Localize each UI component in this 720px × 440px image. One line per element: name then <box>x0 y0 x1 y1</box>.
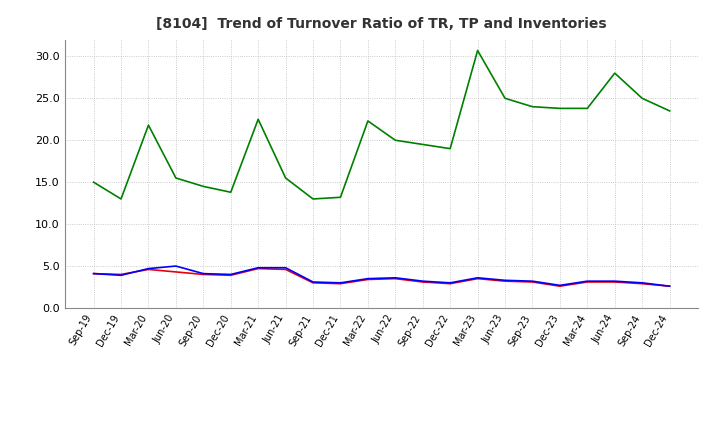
Trade Payables <box>171 264 180 269</box>
Line: Trade Receivables: Trade Receivables <box>94 268 670 286</box>
Trade Receivables <box>226 273 235 278</box>
Trade Payables <box>226 272 235 277</box>
Trade Receivables <box>446 281 454 286</box>
Inventories <box>309 196 318 202</box>
Inventories <box>199 184 207 189</box>
Trade Receivables <box>528 279 537 285</box>
Inventories <box>171 176 180 181</box>
Trade Payables <box>391 275 400 280</box>
Trade Payables <box>446 280 454 286</box>
Trade Receivables <box>583 279 592 285</box>
Inventories <box>336 194 345 200</box>
Trade Payables <box>665 283 674 289</box>
Trade Payables <box>89 271 98 276</box>
Inventories <box>528 104 537 109</box>
Trade Receivables <box>556 283 564 289</box>
Inventories <box>583 106 592 111</box>
Trade Receivables <box>336 281 345 286</box>
Inventories <box>500 95 509 101</box>
Trade Receivables <box>171 269 180 275</box>
Trade Receivables <box>89 271 98 276</box>
Trade Payables <box>199 271 207 276</box>
Inventories <box>282 176 290 181</box>
Trade Receivables <box>418 279 427 285</box>
Trade Payables <box>583 279 592 284</box>
Inventories <box>117 196 125 202</box>
Trade Receivables <box>282 267 290 272</box>
Trade Payables <box>117 273 125 278</box>
Inventories <box>89 180 98 185</box>
Trade Payables <box>500 278 509 283</box>
Trade Receivables <box>665 283 674 289</box>
Inventories <box>391 138 400 143</box>
Trade Receivables <box>254 266 263 271</box>
Inventories <box>226 190 235 195</box>
Trade Receivables <box>364 277 372 282</box>
Trade Payables <box>473 275 482 280</box>
Trade Payables <box>309 279 318 285</box>
Title: [8104]  Trend of Turnover Ratio of TR, TP and Inventories: [8104] Trend of Turnover Ratio of TR, TP… <box>156 18 607 32</box>
Inventories <box>473 48 482 53</box>
Trade Payables <box>418 279 427 284</box>
Trade Receivables <box>117 272 125 277</box>
Trade Receivables <box>473 276 482 281</box>
Line: Inventories: Inventories <box>94 51 670 199</box>
Inventories <box>144 122 153 128</box>
Trade Payables <box>336 280 345 286</box>
Trade Payables <box>144 266 153 271</box>
Trade Payables <box>364 276 372 281</box>
Inventories <box>556 106 564 111</box>
Inventories <box>446 146 454 151</box>
Trade Receivables <box>391 276 400 281</box>
Trade Receivables <box>199 272 207 277</box>
Inventories <box>254 117 263 122</box>
Trade Payables <box>611 279 619 284</box>
Trade Payables <box>254 265 263 270</box>
Trade Payables <box>282 265 290 270</box>
Trade Receivables <box>611 279 619 285</box>
Inventories <box>418 142 427 147</box>
Trade Receivables <box>500 279 509 284</box>
Inventories <box>611 70 619 76</box>
Trade Payables <box>556 283 564 288</box>
Trade Receivables <box>309 280 318 286</box>
Trade Receivables <box>638 281 647 286</box>
Inventories <box>364 118 372 124</box>
Inventories <box>638 95 647 101</box>
Trade Payables <box>528 279 537 284</box>
Inventories <box>665 108 674 114</box>
Line: Trade Payables: Trade Payables <box>94 266 670 286</box>
Trade Receivables <box>144 267 153 272</box>
Trade Payables <box>638 280 647 286</box>
